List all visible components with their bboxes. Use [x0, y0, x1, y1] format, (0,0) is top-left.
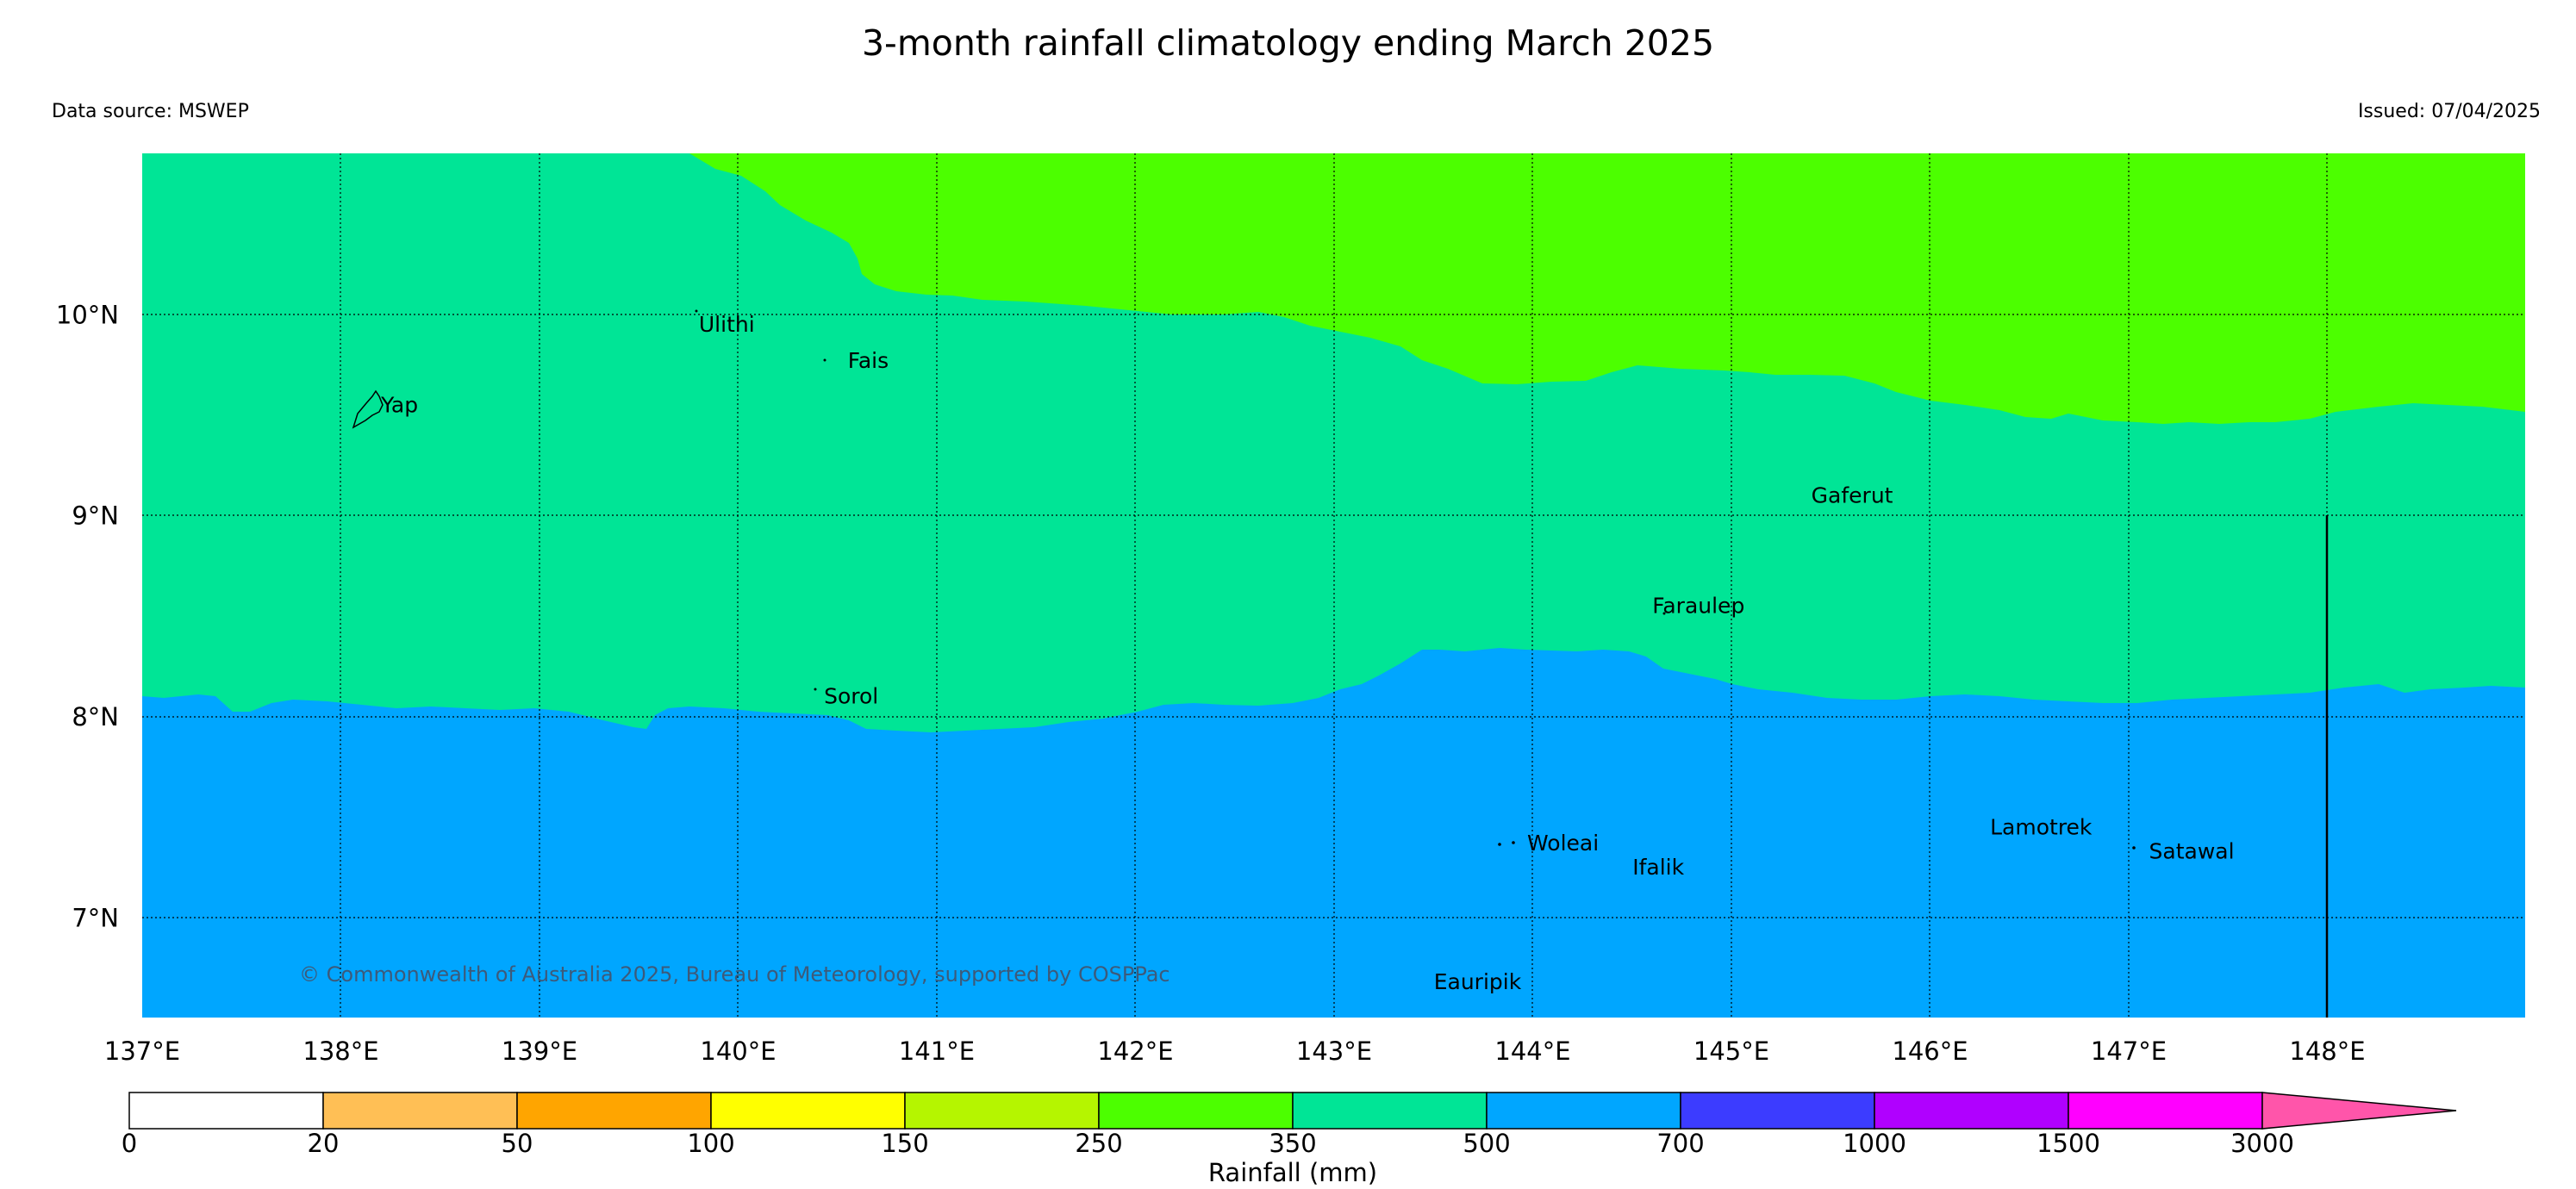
map-title: 3-month rainfall climatology ending Marc…	[861, 22, 1715, 64]
colorbar-tick-label: 3000	[2230, 1129, 2294, 1158]
zone-250-350	[689, 153, 2525, 424]
place-label-yap: Yap	[380, 392, 418, 417]
colorbar-tick-label: 250	[1075, 1129, 1123, 1158]
place-label-eauripik: Eauripik	[1434, 969, 1522, 994]
colorbar-segment	[904, 1092, 1100, 1130]
colorbar-segment	[1098, 1092, 1294, 1130]
colorbar-tick-label: 20	[307, 1129, 340, 1158]
lon-tick-label: 145°E	[1693, 1036, 1769, 1066]
lon-tick-label: 138°E	[303, 1036, 378, 1066]
lon-tick-label: 144°E	[1494, 1036, 1570, 1066]
lat-tick-label: 7°N	[72, 903, 119, 932]
lon-tick-label: 139°E	[502, 1036, 577, 1066]
colorbar	[128, 1092, 2457, 1130]
axis-labels: 137°E 138°E 139°E 140°E 141°E 142°E 143°E 144°E…	[56, 300, 2366, 1066]
place-label-ulithi: Ulithi	[699, 312, 755, 337]
colorbar-title: Rainfall (mm)	[1207, 1158, 1378, 1187]
colorbar-tick-label: 350	[1269, 1129, 1317, 1158]
lon-tick-label: 143°E	[1296, 1036, 1372, 1066]
colorbar-segment	[1292, 1092, 1488, 1130]
colorbar-segment	[322, 1092, 518, 1130]
colorbar-tick-label: 100	[687, 1129, 735, 1158]
place-labels: Yap Ulithi Fais Gaferut Faraulep Sorol Woleai I…	[380, 312, 2234, 994]
place-label-ifalik: Ifalik	[1632, 855, 1684, 880]
place-label-faraulep: Faraulep	[1652, 594, 1744, 619]
yap-island-outline	[352, 389, 384, 429]
colorbar-segment	[2068, 1092, 2263, 1130]
lon-tick-label: 137°E	[104, 1036, 180, 1066]
colorbar-extend-arrow	[2261, 1092, 2457, 1130]
lat-tick-label: 10°N	[56, 300, 119, 329]
place-label-woleai: Woleai	[1527, 831, 1599, 856]
colorbar-segment	[516, 1092, 712, 1130]
place-label-gaferut: Gaferut	[1812, 482, 1893, 507]
colorbar-segment	[1680, 1092, 1875, 1130]
colorbar-tick-label: 500	[1463, 1129, 1511, 1158]
data-source-label: Data source: MSWEP	[52, 101, 249, 122]
place-label-sorol: Sorol	[824, 684, 878, 709]
place-label-lamotrek: Lamotrek	[1990, 814, 2093, 839]
colorbar-segment	[128, 1092, 324, 1130]
colorbar-tick-label: 700	[1656, 1129, 1705, 1158]
place-label-fais: Fais	[848, 348, 889, 373]
colorbar-tick-label: 1000	[1843, 1129, 1906, 1158]
issued-date-label: Issued: 07/04/2025	[2357, 101, 2541, 122]
copyright-notice: © Commonwealth of Australia 2025, Bureau…	[299, 962, 1170, 987]
colorbar-tick-label: 0	[121, 1129, 138, 1158]
colorbar-tick-label: 50	[501, 1129, 533, 1158]
lon-tick-label: 147°E	[2091, 1036, 2167, 1066]
place-label-satawal: Satawal	[2149, 838, 2235, 863]
colorbar-segment	[1874, 1092, 2069, 1130]
colorbar-tick-label: 1500	[2036, 1129, 2100, 1158]
island-dots	[695, 309, 2136, 850]
lon-tick-label: 142°E	[1097, 1036, 1173, 1066]
lon-tick-label: 141°E	[899, 1036, 975, 1066]
colorbar-segment	[1486, 1092, 1681, 1130]
lat-tick-label: 9°N	[72, 501, 119, 531]
lat-tick-label: 8°N	[72, 702, 119, 731]
colorbar-segment	[710, 1092, 906, 1130]
lon-tick-label: 148°E	[2289, 1036, 2365, 1066]
lon-tick-label: 146°E	[1892, 1036, 1968, 1066]
colorbar-tick-label: 150	[881, 1129, 929, 1158]
lon-tick-label: 140°E	[700, 1036, 776, 1066]
